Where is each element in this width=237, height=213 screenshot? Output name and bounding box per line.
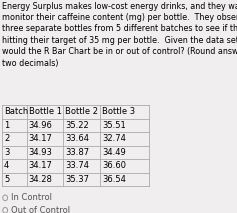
Text: 1: 1 xyxy=(4,121,9,130)
Text: 36.60: 36.60 xyxy=(102,161,126,170)
Text: In Control: In Control xyxy=(11,193,52,202)
Text: Batch: Batch xyxy=(4,107,28,116)
Text: Bottle 1: Bottle 1 xyxy=(29,107,62,116)
Text: 3: 3 xyxy=(4,148,9,157)
Text: 34.28: 34.28 xyxy=(29,175,53,184)
Text: Bottle 2: Bottle 2 xyxy=(65,107,98,116)
Text: 34.96: 34.96 xyxy=(29,121,53,130)
Text: Out of Control: Out of Control xyxy=(11,206,70,213)
Text: 34.17: 34.17 xyxy=(29,161,53,170)
Text: 35.22: 35.22 xyxy=(65,121,89,130)
Text: 35.51: 35.51 xyxy=(102,121,126,130)
Text: 32.74: 32.74 xyxy=(102,134,126,143)
Text: 2: 2 xyxy=(4,134,9,143)
Text: 34.49: 34.49 xyxy=(102,148,126,157)
Text: 33.74: 33.74 xyxy=(65,161,89,170)
Text: 4: 4 xyxy=(4,161,9,170)
Text: 34.17: 34.17 xyxy=(29,134,53,143)
Text: 33.64: 33.64 xyxy=(65,134,89,143)
Text: Bottle 3: Bottle 3 xyxy=(102,107,135,116)
Text: Energy Surplus makes low-cost energy drinks, and they wanted to
monitor their ca: Energy Surplus makes low-cost energy dri… xyxy=(2,1,237,68)
Text: 35.37: 35.37 xyxy=(65,175,89,184)
Text: 33.87: 33.87 xyxy=(65,148,89,157)
Text: 36.54: 36.54 xyxy=(102,175,126,184)
Text: 5: 5 xyxy=(4,175,9,184)
Text: 34.93: 34.93 xyxy=(29,148,53,157)
